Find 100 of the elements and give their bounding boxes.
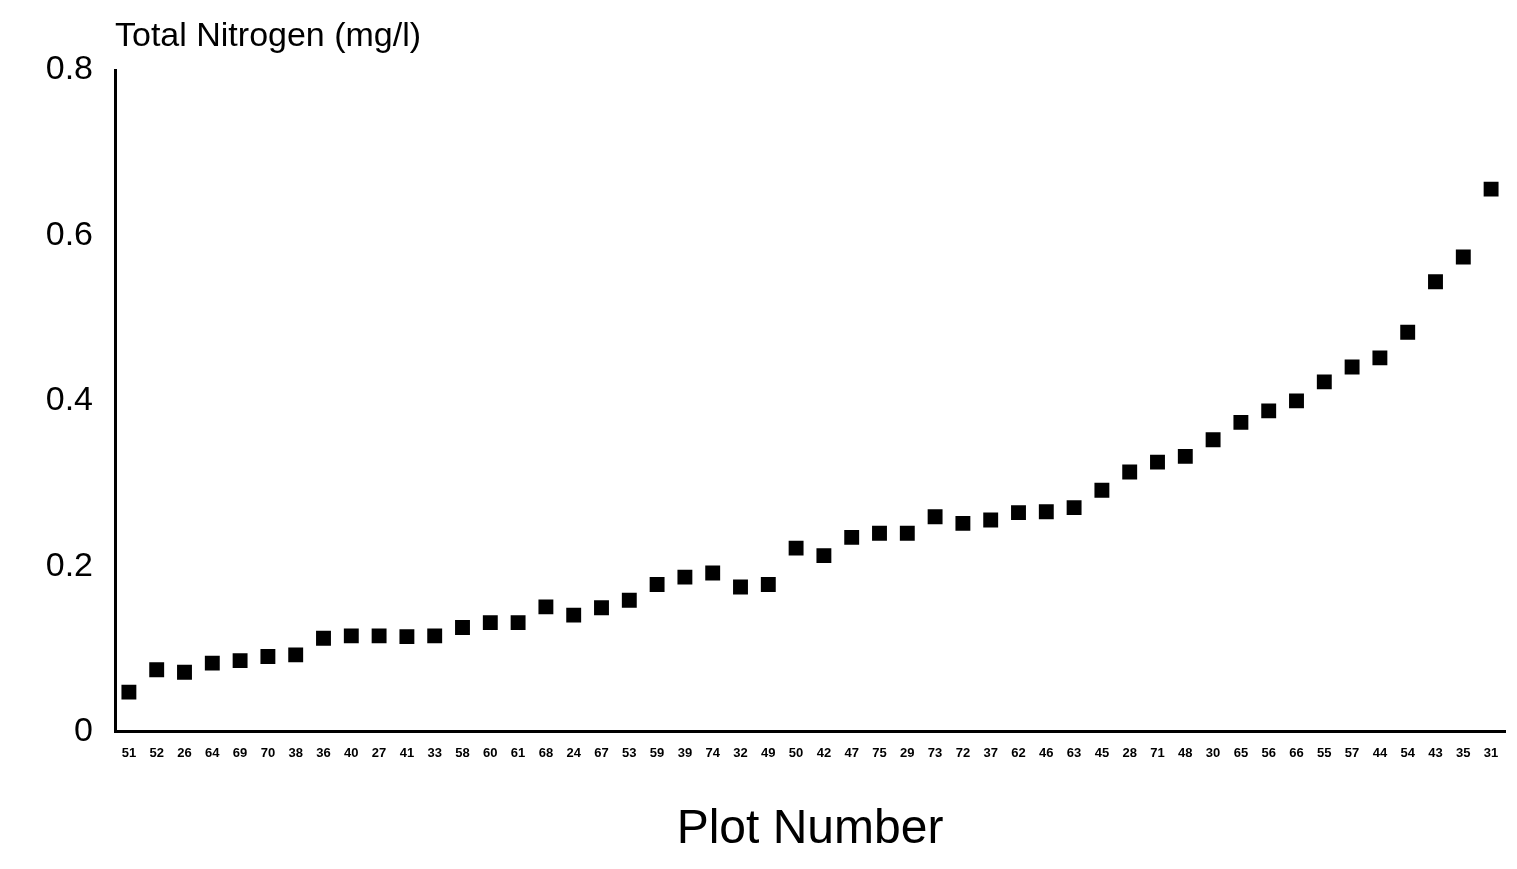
x-tick-label: 52 [149, 745, 164, 761]
x-tick-label: 33 [427, 745, 442, 761]
point [1038, 504, 1054, 520]
x-tick-label: 75 [872, 745, 887, 761]
point [844, 529, 860, 545]
x-tick-label: 26 [177, 745, 192, 761]
x-tick-label: 58 [455, 745, 470, 761]
x-tick-label: 40 [344, 745, 359, 761]
point [177, 664, 192, 680]
x-tick-label: 57 [1344, 745, 1360, 761]
y-tick-label: 0.8 [45, 48, 93, 87]
x-tick-label: 42 [816, 745, 832, 761]
x-tick-label: 72 [955, 745, 971, 761]
point [482, 615, 498, 631]
x-tick-label: 55 [1317, 745, 1332, 761]
x-tick-label: 36 [316, 745, 331, 761]
point [621, 592, 637, 608]
point [566, 607, 582, 623]
point [788, 540, 804, 556]
point [1455, 249, 1471, 265]
y-axis-title: Total Nitrogen (mg/l) [115, 15, 422, 54]
x-tick-label: 64 [205, 745, 221, 761]
point [343, 628, 359, 644]
point [232, 653, 248, 669]
y-tick-label: 0 [74, 710, 93, 749]
x-tick-label: 60 [483, 745, 498, 761]
point [705, 565, 721, 581]
point [204, 655, 220, 671]
x-tick-label: 71 [1150, 745, 1165, 761]
x-tick-label: 43 [1428, 745, 1443, 761]
point [1066, 500, 1082, 516]
point [121, 684, 137, 700]
point [1428, 274, 1443, 290]
point [371, 628, 387, 644]
x-tick-label: 66 [1289, 745, 1304, 761]
point [677, 569, 693, 585]
point [1289, 393, 1304, 409]
point [1372, 350, 1388, 366]
point [1316, 374, 1332, 390]
x-tick-label: 69 [232, 745, 248, 761]
point [649, 577, 665, 592]
x-tick-label: 51 [121, 745, 137, 761]
point [1400, 324, 1416, 340]
x-tick-label: 56 [1261, 745, 1276, 761]
x-tick-label: 70 [260, 745, 276, 761]
point [927, 509, 943, 525]
x-tick-label: 41 [399, 745, 415, 761]
point [1094, 482, 1110, 498]
point [1261, 403, 1277, 419]
point [872, 525, 887, 541]
x-tick-label: 67 [594, 745, 609, 761]
point [899, 525, 915, 541]
point [955, 515, 971, 531]
x-tick-label: 53 [622, 745, 637, 761]
point [399, 629, 415, 645]
point [1011, 505, 1026, 521]
x-tick-label: 24 [566, 745, 582, 761]
x-tick-label: 61 [510, 745, 526, 761]
point [260, 649, 276, 664]
x-tick-label: 49 [761, 745, 776, 761]
x-tick-label: 63 [1066, 745, 1082, 761]
x-tick-label: 50 [788, 745, 804, 761]
x-tick-label: 74 [705, 745, 721, 761]
point [149, 662, 165, 678]
point [1205, 432, 1221, 448]
point [1233, 414, 1249, 430]
x-tick-label: 54 [1400, 745, 1416, 761]
x-tick-label: 30 [1205, 745, 1221, 761]
point [1483, 181, 1499, 197]
point [594, 600, 609, 616]
x-tick-label: 28 [1122, 745, 1137, 761]
point [760, 577, 776, 592]
x-tick-label: 39 [677, 745, 693, 761]
x-tick-label: 31 [1483, 745, 1499, 761]
point [1177, 448, 1193, 464]
point [1150, 454, 1165, 470]
point [455, 620, 470, 636]
point [816, 548, 832, 564]
x-tick-label: 35 [1456, 745, 1471, 761]
point [1122, 464, 1138, 480]
x-tick-label: 62 [1011, 745, 1026, 761]
x-tick-label: 48 [1178, 745, 1193, 761]
x-tick-label: 45 [1094, 745, 1110, 761]
point [733, 579, 748, 595]
x-tick-label: 73 [927, 745, 943, 761]
point [288, 647, 304, 663]
x-axis-title: Plot Number [676, 800, 944, 854]
x-tick-label: 44 [1372, 745, 1388, 761]
point [983, 512, 999, 528]
x-tick-label: 37 [983, 745, 998, 761]
point [510, 615, 526, 631]
y-tick-label: 0.2 [45, 544, 93, 583]
y-tick-label: 0.6 [45, 213, 93, 252]
y-tick-label: 0.4 [45, 379, 93, 418]
x-tick-label: 32 [733, 745, 748, 761]
point [427, 628, 443, 644]
x-tick-label: 68 [538, 745, 554, 761]
x-tick-label: 29 [900, 745, 915, 761]
x-tick-label: 65 [1233, 745, 1249, 761]
point [316, 630, 331, 646]
